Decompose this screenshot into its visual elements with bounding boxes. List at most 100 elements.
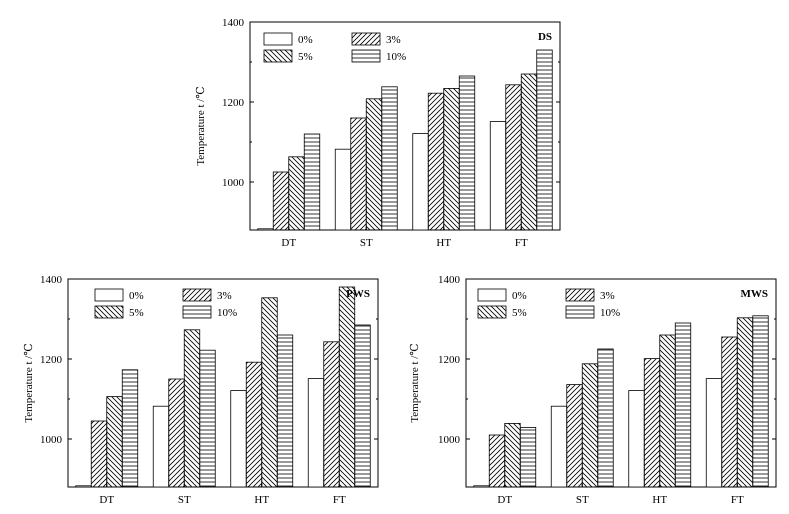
bar [736, 317, 754, 488]
legend-label: 0% [129, 290, 144, 302]
legend-label: 5% [298, 51, 313, 63]
bar [520, 73, 538, 231]
bar [581, 363, 599, 488]
y-tick-label: 1400 [222, 17, 245, 29]
bar [536, 49, 553, 231]
bar [152, 405, 170, 488]
bar [90, 420, 108, 488]
legend-swatch [94, 305, 124, 319]
plot-frame [67, 278, 379, 488]
legend-swatch [565, 288, 595, 302]
bar [519, 426, 537, 488]
bar [350, 117, 367, 231]
x-tick-label: FT [731, 494, 744, 506]
bar [705, 378, 723, 488]
bar [504, 422, 521, 488]
y-tick-label: 1400 [438, 274, 461, 286]
y-tick-label: 1400 [40, 274, 63, 286]
y-tick-label: 1200 [40, 354, 63, 366]
x-tick-label: ST [178, 494, 191, 506]
bar [261, 297, 278, 488]
bar [488, 434, 506, 488]
legend-swatch [182, 305, 212, 319]
bar [334, 148, 352, 231]
y-tick-label: 1000 [222, 177, 245, 189]
bar [412, 133, 429, 231]
legend-swatch [263, 49, 293, 63]
legend-label: 5% [512, 307, 527, 319]
x-tick-label: DT [281, 237, 296, 249]
bar [230, 390, 247, 488]
y-axis-label: Temperature t /℃ [409, 343, 421, 422]
legend-swatch [351, 49, 381, 63]
bar [288, 156, 305, 231]
legend-label: 5% [129, 307, 144, 319]
plot-frame [465, 278, 777, 488]
bar [323, 341, 340, 488]
chart-panel-ds: 1000 1200 1400 Temperature t /℃ DT ST HT FT DS 0%… [195, 17, 561, 249]
bar [272, 171, 290, 231]
bar [489, 121, 507, 231]
legend-swatch [351, 32, 381, 46]
bar [365, 98, 383, 231]
legend-label: 0% [512, 290, 527, 302]
x-tick-label: FT [515, 237, 528, 249]
legend-swatch [565, 305, 595, 319]
legend-label: 10% [386, 51, 406, 63]
legend-label: 3% [600, 290, 615, 302]
bar [121, 369, 139, 488]
bar [199, 349, 216, 488]
legend-swatch [263, 32, 293, 46]
bar [381, 86, 398, 231]
chart-panel-mws: 1000 1200 1400 Temperature t /℃ DT ST HT FT MWS 0… [409, 274, 777, 506]
bar [354, 324, 371, 488]
x-tick-label: ST [360, 237, 373, 249]
legend-label: 3% [217, 290, 232, 302]
chart-title: DS [538, 31, 552, 43]
bar [721, 336, 738, 488]
bar [245, 361, 263, 488]
bar [338, 286, 356, 488]
bar [303, 133, 321, 231]
bar [597, 348, 614, 488]
x-tick-label: DT [99, 494, 114, 506]
y-axis-label: Temperature t /℃ [23, 343, 35, 422]
legend-swatch [477, 305, 507, 319]
bar [307, 378, 325, 488]
bar [628, 390, 645, 488]
bar [276, 334, 294, 488]
bar [674, 322, 692, 488]
x-tick-label: HT [254, 494, 269, 506]
y-tick-label: 1000 [40, 434, 63, 446]
chart-panel-pws: 1000 1200 1400 Temperature t /℃ DT ST HT FT PWS 0… [23, 274, 379, 506]
legend-label: 0% [298, 34, 313, 46]
x-tick-label: DT [497, 494, 512, 506]
legend-swatch [477, 288, 507, 302]
y-tick-label: 1200 [222, 97, 245, 109]
x-tick-label: HT [436, 237, 451, 249]
legend-label: 10% [600, 307, 620, 319]
bar [427, 92, 445, 231]
legend-swatch [94, 288, 124, 302]
bar [458, 75, 476, 231]
y-tick-label: 1000 [438, 434, 461, 446]
legend-swatch [182, 288, 212, 302]
bar [550, 405, 568, 488]
x-tick-label: ST [576, 494, 589, 506]
legend-label: 10% [217, 307, 237, 319]
y-axis-label: Temperature t /℃ [195, 86, 207, 165]
bar [257, 228, 274, 231]
bar [566, 384, 583, 488]
y-tick-label: 1200 [438, 354, 461, 366]
bar [183, 329, 201, 488]
x-tick-label: FT [333, 494, 346, 506]
bar [168, 378, 185, 488]
chart-title: MWS [741, 288, 769, 300]
chart-title: PWS [346, 288, 370, 300]
plot-frame [249, 21, 561, 231]
bar [443, 88, 460, 231]
bar [106, 396, 123, 488]
bar [659, 334, 676, 488]
legend-label: 3% [386, 34, 401, 46]
